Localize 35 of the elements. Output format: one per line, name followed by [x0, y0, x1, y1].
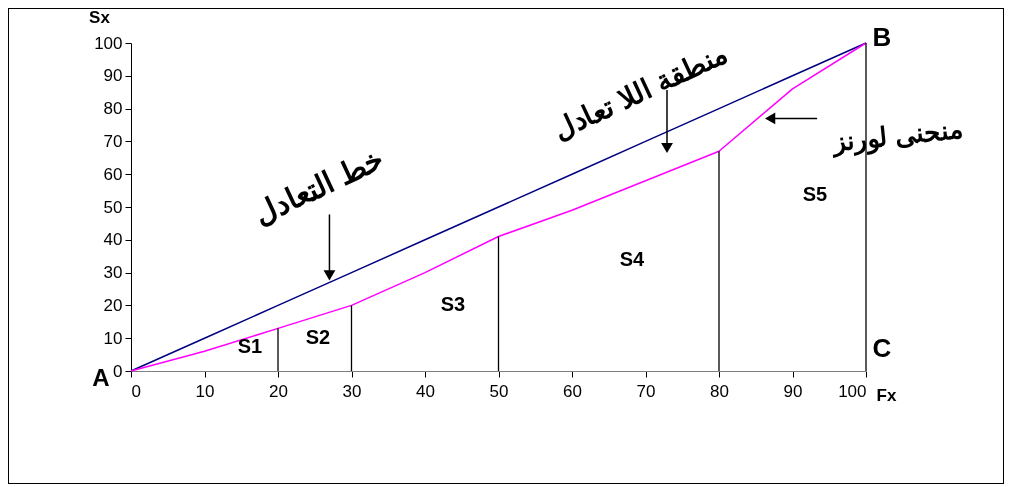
y-tick-label: 30: [103, 263, 123, 283]
y-tick-label: 10: [103, 328, 123, 348]
y-tick-label: 0: [113, 361, 123, 381]
x-tick-label: 20: [269, 381, 288, 401]
annotation: B: [872, 22, 892, 52]
annotation: S5: [802, 183, 828, 205]
annotation: S3: [440, 293, 466, 315]
x-tick-label: 50: [489, 381, 509, 401]
annotation: A: [92, 364, 110, 391]
y-tick-label: 90: [103, 66, 123, 86]
y-tick-label: 60: [103, 164, 123, 184]
annotation: S2: [305, 326, 331, 348]
annotation: C: [872, 333, 892, 363]
annotation: S4: [619, 248, 646, 270]
y-tick-label: 50: [103, 197, 123, 217]
y-tick-label: 40: [103, 230, 123, 250]
x-tick-label: 0: [131, 381, 141, 401]
x-tick-label: 70: [636, 381, 656, 401]
x-axis-title: Fx: [876, 385, 897, 405]
x-tick-label: 80: [710, 381, 729, 401]
annotation: منطقة اللا تعادل: [548, 37, 732, 146]
annotation: منحنى لورنز: [829, 113, 965, 159]
y-tick-label: 80: [103, 99, 123, 119]
y-tick-label: 100: [94, 33, 123, 53]
x-tick-label: 40: [416, 381, 435, 401]
y-tick-label: 70: [103, 131, 123, 151]
annotation: خط التعادل: [248, 141, 389, 231]
x-tick-label: 90: [783, 381, 803, 401]
annotation: S1: [237, 335, 263, 357]
y-tick-label: 20: [103, 295, 123, 315]
x-tick-label: 30: [342, 381, 362, 401]
x-tick-label: 60: [563, 381, 582, 401]
x-tick-label: 100: [838, 381, 867, 401]
y-axis-title: Sx: [89, 7, 111, 27]
x-tick-label: 10: [195, 381, 215, 401]
